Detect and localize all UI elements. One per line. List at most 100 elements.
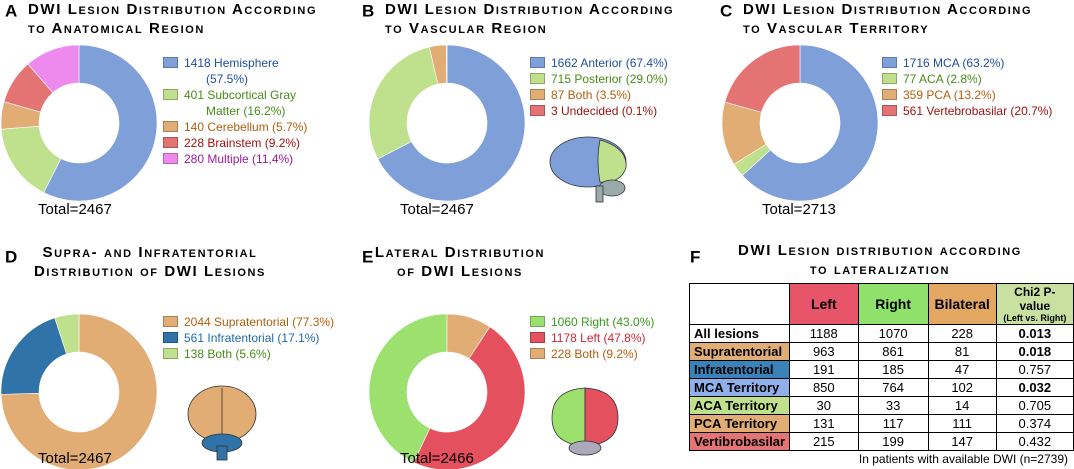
table-cell: 215 — [789, 432, 859, 451]
legend-label: 1178 Left (47.8%) — [551, 331, 646, 345]
legend-swatch — [163, 89, 178, 100]
header-cell: Bilateral — [927, 283, 997, 325]
legend-item: 1418 Hemisphere (57.5%) — [163, 55, 315, 87]
legend-swatch — [163, 332, 178, 343]
header-cell: Chi2 P-value (Left vs. Right) — [995, 283, 1074, 325]
table-title-line: DWI Lesion distribution according — [738, 242, 1022, 259]
table-cell: 963 — [789, 342, 859, 361]
table-cell: 117 — [857, 414, 929, 433]
legend-swatch — [163, 137, 178, 148]
table-cell: 1070 — [857, 324, 929, 343]
donut-slice — [741, 44, 879, 202]
header-cell: Right — [857, 283, 929, 325]
table-title-line: to lateralization — [810, 261, 950, 278]
legend-swatch — [163, 316, 178, 327]
legend-swatch — [530, 332, 545, 343]
legend-item: 3 Undecided (0.1%) — [530, 103, 710, 119]
footnote: In patients with available DWI (n=2739) — [858, 452, 1068, 466]
chart-title-line: to Vascular Region — [385, 20, 547, 37]
legend-item: 1060 Right (43.0%) — [530, 314, 710, 330]
header-note: (Left vs. Right) — [1003, 313, 1067, 323]
legend-item: 1178 Left (47.8%) — [530, 330, 710, 346]
legend: 1060 Right (43.0%) 1178 Left (47.8%) 228 B… — [530, 314, 710, 362]
table-cell: 861 — [857, 342, 929, 361]
table-cell: 131 — [789, 414, 859, 433]
table-cell: 191 — [789, 360, 859, 379]
table-cell: 102 — [927, 378, 997, 397]
header-row: Left Right Bilateral Chi2 P-value (Left vs. … — [688, 283, 1074, 325]
chart-title-line: to Vascular Territory — [743, 20, 929, 37]
row-label: All lesions — [688, 324, 791, 343]
legend-label: 140 Cerebellum (5.7%) — [184, 120, 308, 134]
legend-item: 561 Infratentorial (17.1%) — [163, 330, 353, 346]
legend-label: 1716 MCA (63.2%) — [903, 56, 1005, 70]
panel-letter: C — [720, 1, 732, 20]
brain-icon-tentorial — [187, 385, 257, 461]
legend-label: 359 PCA (13.2%) — [903, 88, 996, 102]
donut-slice — [368, 313, 448, 463]
brain-icon-lateral — [551, 387, 619, 456]
legend-item: 228 Both (9.2%) — [530, 346, 710, 362]
table-row: PCA Territory 131 117 111 0.374 — [688, 414, 1074, 433]
table-cell: 30 — [789, 396, 859, 415]
chart-title-line: Lateral Distribution — [375, 244, 545, 261]
header-text: Left — [810, 296, 837, 312]
table-cell: 47 — [927, 360, 997, 379]
legend-item: 87 Both (3.5%) — [530, 87, 710, 103]
legend-item: 1716 MCA (63.2%) — [882, 55, 1072, 71]
legend-swatch — [163, 121, 178, 132]
legend-label: 2044 Supratentorial (77.3%) — [184, 315, 335, 329]
p-value: 0.705 — [995, 396, 1074, 415]
legend-label: 1418 Hemisphere (57.5%) — [184, 56, 279, 86]
donut-slice — [54, 313, 80, 355]
legend-swatch — [882, 89, 897, 100]
legend-swatch — [882, 105, 897, 116]
chart-title-line: DWI Lesion Distribution According — [385, 1, 674, 18]
panel-letter: E — [362, 247, 373, 266]
table-cell: 185 — [857, 360, 929, 379]
legend-swatch — [882, 73, 897, 84]
panel-letter: D — [5, 247, 17, 266]
table-cell: 147 — [927, 432, 997, 451]
legend-swatch — [882, 57, 897, 68]
legend-item: 2044 Supratentorial (77.3%) — [163, 314, 353, 330]
header-text: Right — [875, 296, 911, 312]
legend-item: 715 Posterior (29.0%) — [530, 71, 710, 87]
legend-item: 140 Cerebellum (5.7%) — [163, 119, 315, 135]
donut-slice — [413, 326, 526, 469]
legend-item: 228 Brainstem (9.2%) — [163, 135, 315, 151]
legend-swatch — [530, 57, 545, 68]
row-label: Vertibrobasilar — [688, 432, 791, 451]
header-text: Bilateral — [934, 296, 990, 312]
legend-label: 77 ACA (2.8%) — [903, 72, 982, 86]
p-value: 0.432 — [995, 432, 1074, 451]
legend-item: 401 Subcortical Gray Matter (16.2%) — [163, 87, 315, 119]
row-label: Infratentorial — [688, 360, 791, 379]
legend-item: 1662 Anterior (67.4%) — [530, 55, 710, 71]
legend-label: 138 Both (5.6%) — [184, 347, 271, 361]
legend-label: 1662 Anterior (67.4%) — [551, 56, 668, 70]
donut-slice — [446, 44, 448, 84]
header-text: Chi2 P-value — [1014, 285, 1056, 313]
chart-title-line: DWI Lesion Distribution According — [743, 1, 1032, 18]
legend-swatch — [530, 89, 545, 100]
legend-item: 359 PCA (13.2%) — [882, 87, 1072, 103]
legend-item: 280 Multiple (11,4%) — [163, 151, 315, 167]
legend-label: 401 Subcortical Gray Matter (16.2%) — [184, 88, 297, 118]
legend-swatch — [163, 153, 178, 164]
table-cell: 199 — [857, 432, 929, 451]
table-cell: 228 — [927, 324, 997, 343]
header-cell — [688, 283, 791, 325]
table-cell: 764 — [857, 378, 929, 397]
total-label: Total=2466 — [400, 450, 474, 467]
row-label: MCA Territory — [688, 378, 791, 397]
table-row: All lesions 1188 1070 228 0.013 — [688, 324, 1074, 343]
legend: 2044 Supratentorial (77.3%) 561 Infratent… — [163, 314, 353, 362]
table-row: Vertibrobasilar 215 199 147 0.432 — [688, 432, 1074, 451]
legend-swatch — [530, 105, 545, 116]
table-cell: 111 — [927, 414, 997, 433]
legend-label: 1060 Right (43.0%) — [551, 315, 655, 329]
p-value: 0.757 — [995, 360, 1074, 379]
table-cell: 1188 — [789, 324, 859, 343]
donut-slice — [368, 46, 439, 160]
